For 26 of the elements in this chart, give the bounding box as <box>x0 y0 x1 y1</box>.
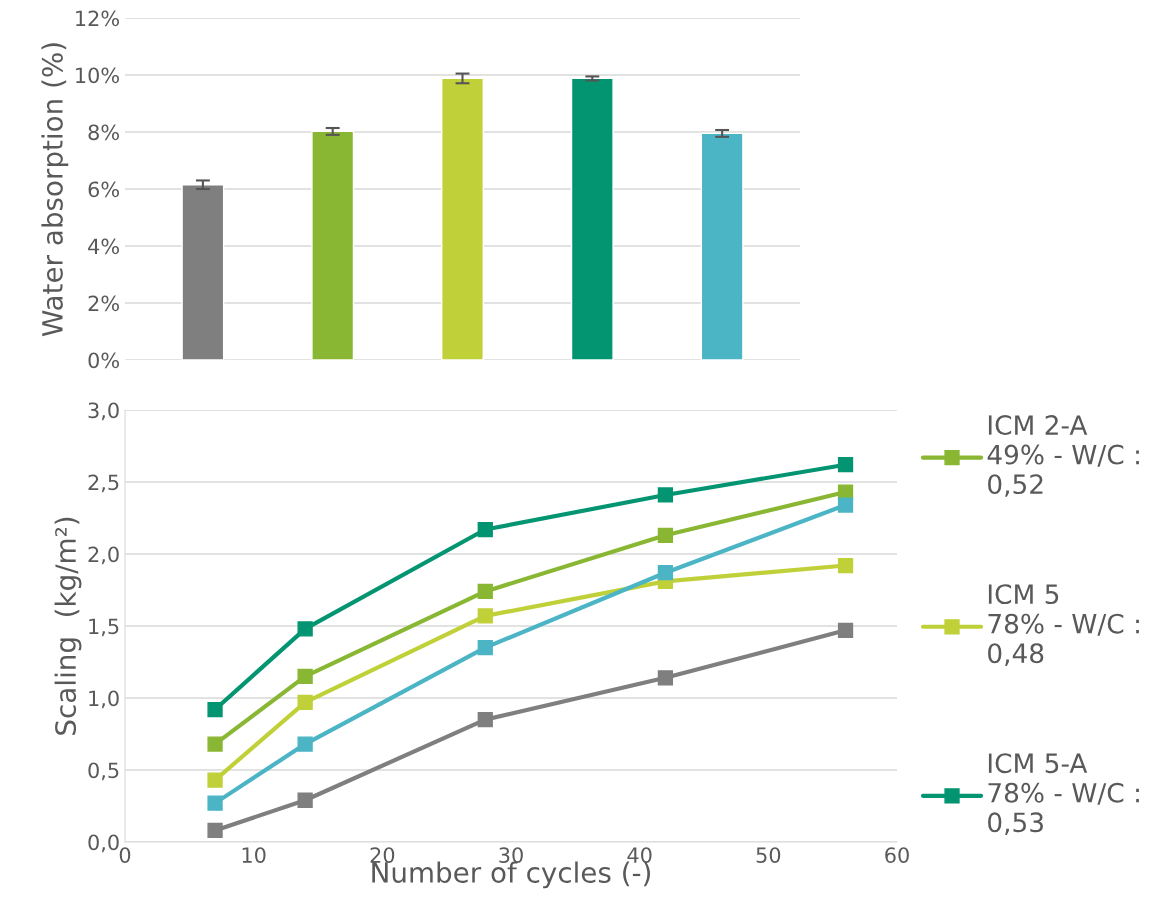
y-axis-title: Scaling (kg/m²) <box>54 517 82 735</box>
legend-label: ICM 5-A 78% - W/C : 0,53 <box>988 753 1139 835</box>
y-tick-label: 6% <box>88 181 119 198</box>
x-tick-label: 60 <box>885 847 909 863</box>
y-tick-label: 12% <box>76 10 119 27</box>
x-tick-label: 10 <box>242 847 266 863</box>
x-tick-label: 0 <box>119 847 131 863</box>
x-tick-label: 40 <box>627 847 652 863</box>
y-tick-label: 4% <box>88 238 119 255</box>
y-tick-label: 1,0 <box>89 690 119 709</box>
x-tick-label: 20 <box>370 847 395 863</box>
legend-label: ICM 2-A 49% - W/C : 0,52 <box>987 415 1139 497</box>
y-tick-label: 3,0 <box>88 402 119 421</box>
y-tick-label: 8% <box>88 124 119 141</box>
y-tick-label: 2,5 <box>88 474 119 493</box>
y-tick-label: 10% <box>76 67 119 84</box>
y-axis-title: Water absorption (%) <box>41 43 69 337</box>
y-tick-label: 2,0 <box>88 546 119 565</box>
y-tick-label: 0,5 <box>88 762 119 781</box>
y-tick-label: 0,0 <box>88 834 119 853</box>
y-tick-label: 2% <box>88 295 119 312</box>
y-tick-label: 1,5 <box>89 618 119 637</box>
legend-label: ICM 5 78% - W/C : 0,48 <box>988 584 1139 666</box>
y-tick-label: 0% <box>88 352 119 369</box>
x-tick-label: 30 <box>499 847 523 863</box>
x-tick-label: 50 <box>756 847 781 863</box>
